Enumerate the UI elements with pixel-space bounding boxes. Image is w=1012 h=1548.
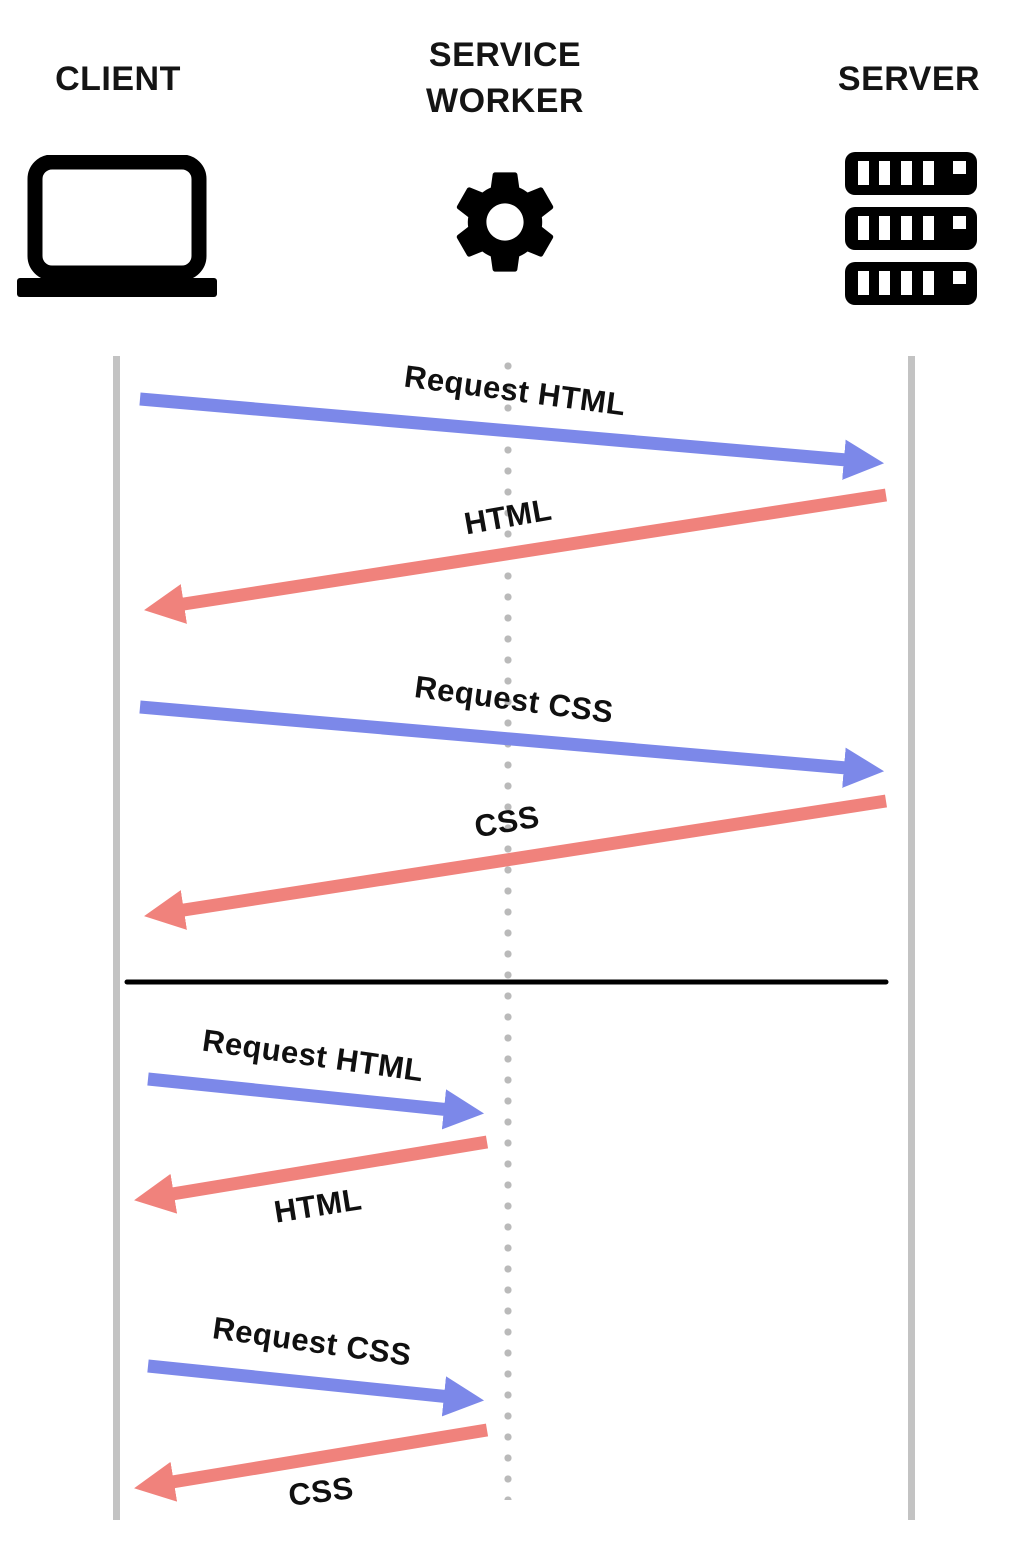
server-lifeline [908,356,915,1520]
request-html-arrow-top [139,392,885,480]
request-css-arrow-top [139,700,885,788]
request-css-arrow-bottom [147,1359,485,1417]
server-icon [845,152,977,305]
laptop-icon [17,155,217,297]
actor-label-client: CLIENT [55,60,181,98]
html-response-arrow-bottom [134,1135,489,1214]
client-lifeline [113,356,120,1520]
css-response-arrow-top [144,794,887,930]
service-worker-lifeline [504,362,512,1500]
gear-icon [456,172,554,272]
css-response-arrow-bottom [134,1423,489,1502]
request-html-arrow-bottom [147,1072,485,1130]
actor-label-service-worker: SERVICE WORKER [426,36,584,120]
html-response-arrow-top [144,488,887,624]
actor-label-server: SERVER [837,60,981,98]
